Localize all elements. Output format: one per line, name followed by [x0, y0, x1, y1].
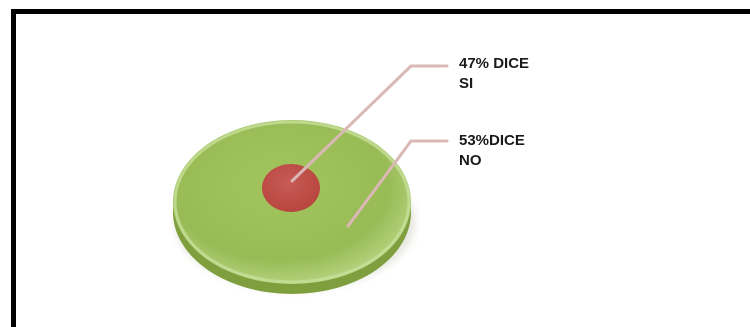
slice-label-si-line2: SI: [459, 75, 473, 92]
slice-label-si-line1: 47% DICE: [459, 55, 529, 72]
slice-label-no-line1: 53%DICE: [459, 132, 525, 149]
pie-slice-si: [262, 164, 320, 212]
slice-label-no: 53%DICE NO: [459, 132, 529, 169]
slice-label-no-line2: NO: [459, 152, 482, 169]
slice-label-si: 47% DICE SI: [459, 55, 533, 92]
